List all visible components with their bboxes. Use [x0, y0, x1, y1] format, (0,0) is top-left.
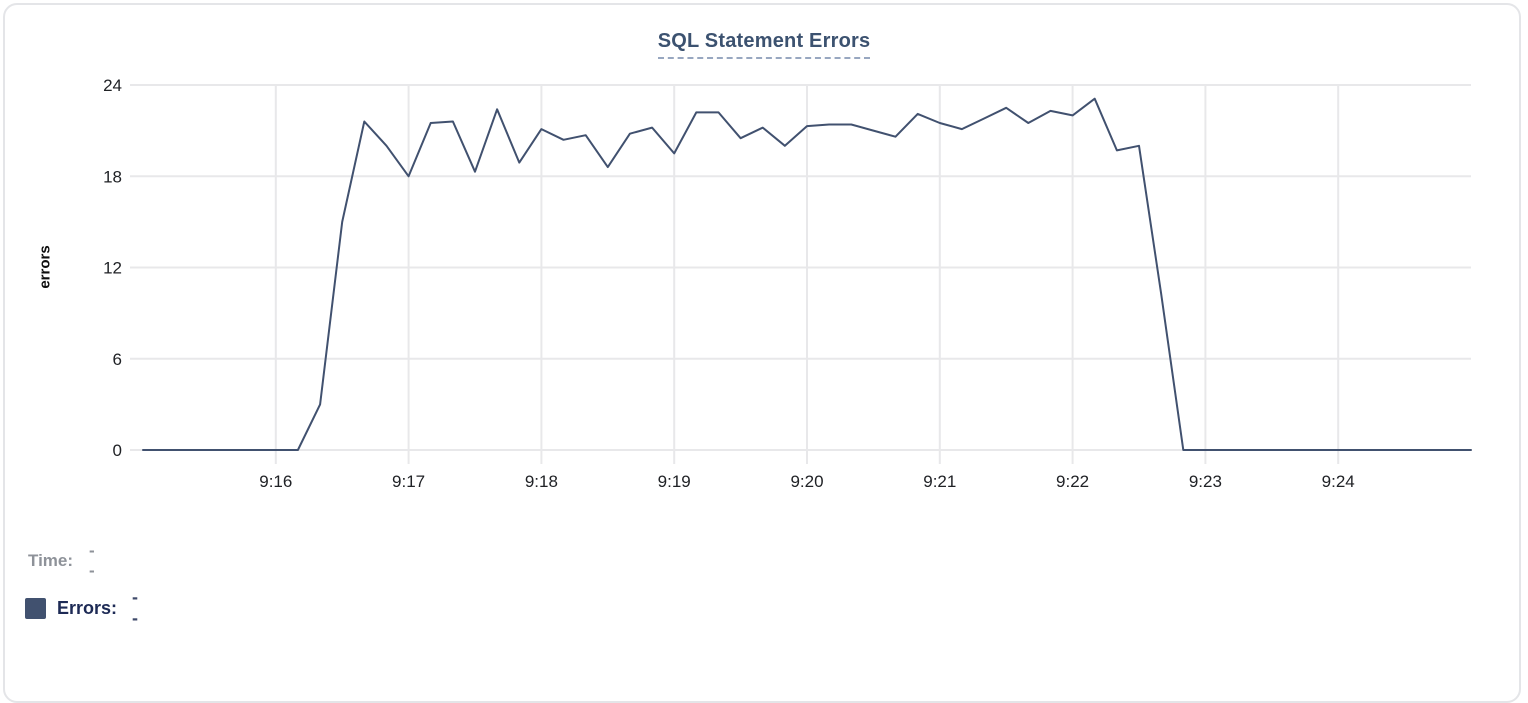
errors-series-line: [142, 97, 1472, 451]
legend-errors-label: Errors:: [57, 597, 118, 618]
y-tick-label: 24: [103, 76, 122, 95]
legend-errors-value: --: [132, 587, 140, 628]
chart-card: [3, 3, 1521, 703]
x-tick-label: 9:16: [259, 472, 292, 491]
legend-time-label: Time:: [28, 551, 74, 570]
x-tick-label: 9:23: [1189, 472, 1222, 491]
x-tick-label: 9:22: [1056, 472, 1089, 491]
line-chart-canvas[interactable]: 0 6 12 18 24 9:16 9:17 9:18 9:19 9:20 9:21 9:22 9:23…: [0, 0, 1528, 510]
y-tick-label: 12: [103, 259, 122, 278]
chart-title-wrap: SQL Statement Errors: [0, 30, 1528, 59]
x-tick-label: 9:20: [790, 472, 823, 491]
x-tick-label: 9:17: [392, 472, 425, 491]
legend-time-row: Time: --: [28, 541, 96, 581]
chart-title[interactable]: SQL Statement Errors: [657, 30, 871, 59]
y-tick-label: 0: [113, 441, 122, 460]
legend-time-value: --: [89, 541, 96, 580]
x-tick-label: 9:21: [923, 472, 956, 491]
x-tick-label: 9:18: [525, 472, 558, 491]
y-tick-label: 6: [113, 350, 122, 369]
x-tick-label: 9:19: [658, 472, 691, 491]
legend-errors-row: Errors: --: [25, 587, 139, 629]
y-tick-label: 18: [103, 167, 122, 186]
errors-series-swatch-icon: [25, 597, 46, 619]
x-tick-label: 9:24: [1322, 472, 1355, 491]
